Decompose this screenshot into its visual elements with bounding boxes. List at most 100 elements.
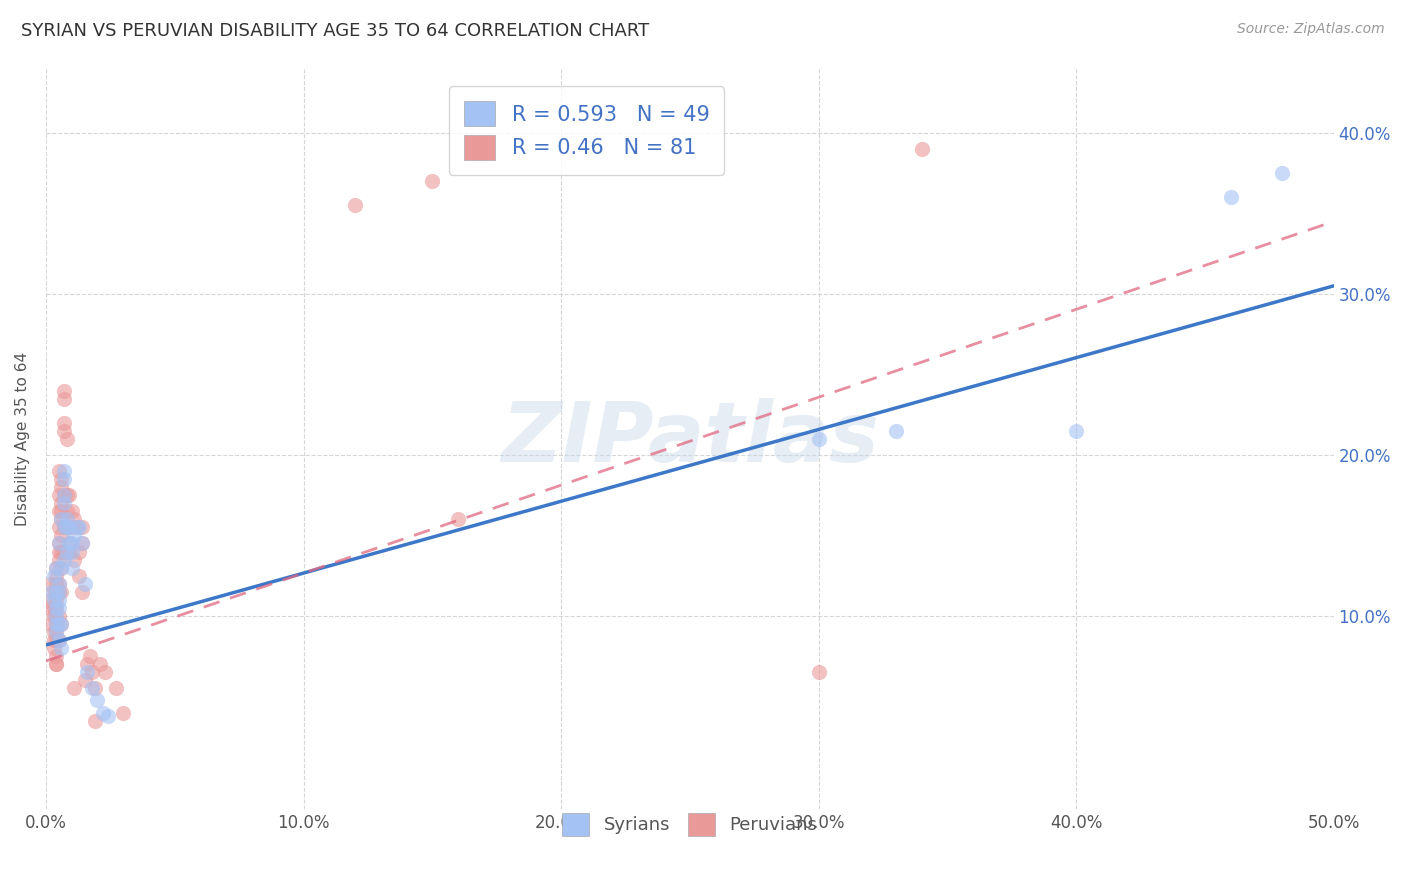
Point: [51, 544, 73, 558]
Point: [55, 432, 77, 446]
Point: [60, 544, 83, 558]
Point: [48, 520, 70, 534]
Point: [104, 681, 127, 696]
Point: [48, 633, 70, 648]
Point: [51, 560, 73, 574]
Point: [76, 665, 98, 680]
Point: [51, 504, 73, 518]
Point: [53, 496, 76, 510]
Point: [53, 424, 76, 438]
Point: [60, 504, 83, 518]
Point: [45, 649, 67, 664]
Point: [69, 520, 91, 534]
Text: SYRIAN VS PERUVIAN DISABILITY AGE 35 TO 64 CORRELATION CHART: SYRIAN VS PERUVIAN DISABILITY AGE 35 TO …: [21, 22, 650, 40]
Y-axis label: Disability Age 35 to 64: Disability Age 35 to 64: [15, 351, 30, 526]
Point: [73, 576, 96, 591]
Point: [76, 657, 98, 672]
Point: [53, 384, 76, 398]
Point: [55, 520, 77, 534]
Point: [45, 568, 67, 582]
Point: [48, 584, 70, 599]
Point: [420, 174, 443, 188]
Point: [58, 536, 80, 550]
Point: [55, 544, 77, 558]
Point: [42, 568, 65, 582]
Point: [53, 392, 76, 406]
Point: [45, 609, 67, 624]
Point: [60, 520, 83, 534]
Point: [97, 708, 120, 723]
Point: [51, 560, 73, 574]
Point: [42, 600, 65, 615]
Point: [89, 657, 111, 672]
Point: [51, 472, 73, 486]
Point: [112, 706, 135, 720]
Point: [51, 584, 73, 599]
Point: [63, 681, 86, 696]
Point: [53, 488, 76, 502]
Point: [63, 552, 86, 566]
Point: [48, 633, 70, 648]
Point: [48, 544, 70, 558]
Point: [807, 432, 830, 446]
Point: [58, 520, 80, 534]
Point: [51, 617, 73, 632]
Point: [45, 657, 67, 672]
Point: [48, 552, 70, 566]
Point: [48, 584, 70, 599]
Point: [79, 649, 101, 664]
Point: [45, 625, 67, 640]
Point: [48, 617, 70, 632]
Point: [91, 706, 114, 720]
Point: [1271, 166, 1294, 180]
Point: [70, 520, 93, 534]
Point: [48, 536, 70, 550]
Point: [53, 552, 76, 566]
Point: [45, 584, 67, 599]
Point: [69, 544, 91, 558]
Point: [45, 592, 67, 607]
Point: [48, 576, 70, 591]
Point: [39, 576, 62, 591]
Point: [45, 633, 67, 648]
Point: [42, 592, 65, 607]
Point: [39, 592, 62, 607]
Point: [66, 520, 89, 534]
Point: [53, 464, 76, 478]
Point: [48, 592, 70, 607]
Point: [53, 544, 76, 558]
Point: [42, 609, 65, 624]
Point: [82, 665, 104, 680]
Point: [48, 464, 70, 478]
Point: [45, 609, 67, 624]
Point: [42, 641, 65, 656]
Point: [83, 714, 105, 728]
Point: [48, 576, 70, 591]
Point: [60, 560, 83, 574]
Point: [69, 568, 91, 582]
Point: [60, 536, 83, 550]
Point: [48, 504, 70, 518]
Point: [45, 584, 67, 599]
Text: Source: ZipAtlas.com: Source: ZipAtlas.com: [1237, 22, 1385, 37]
Point: [38, 600, 60, 615]
Point: [51, 512, 73, 526]
Point: [48, 536, 70, 550]
Point: [55, 488, 77, 502]
Point: [70, 536, 93, 550]
Point: [51, 641, 73, 656]
Point: [45, 560, 67, 574]
Point: [45, 600, 67, 615]
Point: [53, 520, 76, 534]
Point: [66, 520, 89, 534]
Point: [58, 520, 80, 534]
Point: [63, 512, 86, 526]
Point: [1219, 190, 1241, 204]
Point: [94, 665, 117, 680]
Point: [45, 657, 67, 672]
Point: [53, 472, 76, 486]
Point: [45, 625, 67, 640]
Point: [39, 584, 62, 599]
Point: [82, 681, 104, 696]
Point: [45, 617, 67, 632]
